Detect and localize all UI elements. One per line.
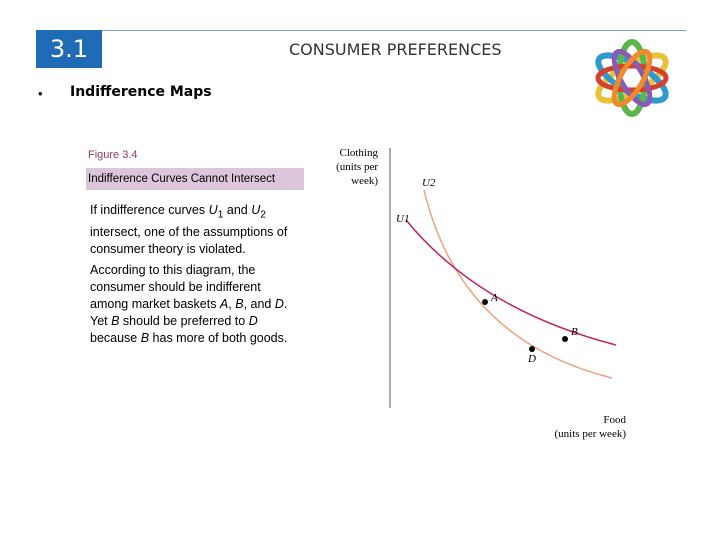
xlabel-line-2: (units per week) — [555, 428, 627, 440]
caption-text: and — [223, 203, 252, 217]
caption-italic: B — [140, 330, 150, 345]
figure-title: Indifference Curves Cannot Intersect — [86, 168, 304, 190]
caption-paragraph-1: If indifference curves U1 and U2 interse… — [90, 202, 290, 258]
caption-text: If indifference curves — [90, 203, 209, 217]
caption-subscript: 2 — [260, 209, 267, 221]
caption-text: has more of both goods. — [149, 330, 288, 345]
figure-label: Figure 3.4 — [88, 149, 138, 161]
caption-text: should be preferred to — [119, 313, 249, 328]
point-a — [482, 299, 488, 305]
curve-label-u1: U1 — [396, 213, 409, 225]
caption-text: . Yet — [90, 296, 288, 328]
caption-text: because — [90, 330, 141, 345]
header-rule — [102, 30, 686, 31]
caption-paragraph-2: According to this diagram, the consumer … — [90, 262, 290, 347]
curve-label-u2: U2 — [422, 177, 436, 189]
caption-text: , — [228, 296, 236, 311]
caption-text: According to this diagram, the consumer … — [90, 262, 261, 311]
caption-italic: B — [235, 296, 244, 311]
curve-u2 — [423, 189, 613, 379]
caption-italic: U — [251, 203, 261, 217]
figure-caption: If indifference curves U1 and U2 interse… — [90, 202, 290, 351]
caption-text: , and — [243, 296, 275, 311]
indifference-chart: Clothing (units per week) Food (units pe… — [320, 140, 640, 455]
rings-logo-icon — [582, 30, 682, 130]
bullet-text: Indifference Maps — [70, 84, 212, 100]
caption-italic: B — [111, 313, 120, 328]
point-label-d: D — [527, 353, 536, 365]
bullet-marker: • — [38, 86, 43, 101]
ylabel-line-2: (units per — [336, 161, 378, 173]
caption-italic: U — [208, 203, 218, 217]
section-number: 3.1 — [36, 30, 102, 68]
caption-subscript: 1 — [217, 209, 224, 221]
caption-text: intersect, one of the assumptions of con… — [90, 224, 288, 256]
ylabel-line-1: Clothing — [339, 147, 378, 159]
caption-italic: A — [219, 296, 229, 311]
curve-u1 — [405, 219, 617, 346]
ylabel-line-3: week) — [351, 175, 378, 187]
caption-italic: D — [248, 313, 258, 328]
point-d — [529, 346, 535, 352]
xlabel-line-1: Food — [603, 414, 626, 426]
point-label-b: B — [571, 326, 578, 338]
point-label-a: A — [490, 292, 498, 304]
slide-title: CONSUMER PREFERENCES — [289, 40, 502, 59]
caption-italic: D — [274, 296, 284, 311]
point-b — [562, 336, 568, 342]
